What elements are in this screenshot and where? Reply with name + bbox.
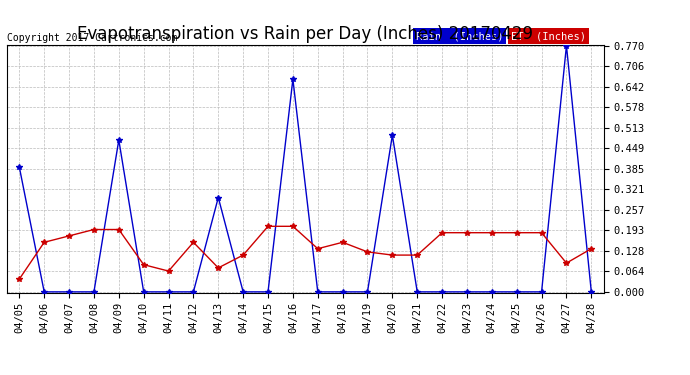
Text: Copyright 2017 Cartronics.com: Copyright 2017 Cartronics.com [7,33,177,42]
Text: ET  (Inches): ET (Inches) [511,31,586,41]
Title: Evapotranspiration vs Rain per Day (Inches) 20170429: Evapotranspiration vs Rain per Day (Inch… [77,26,533,44]
Text: Rain  (Inches): Rain (Inches) [416,31,503,41]
